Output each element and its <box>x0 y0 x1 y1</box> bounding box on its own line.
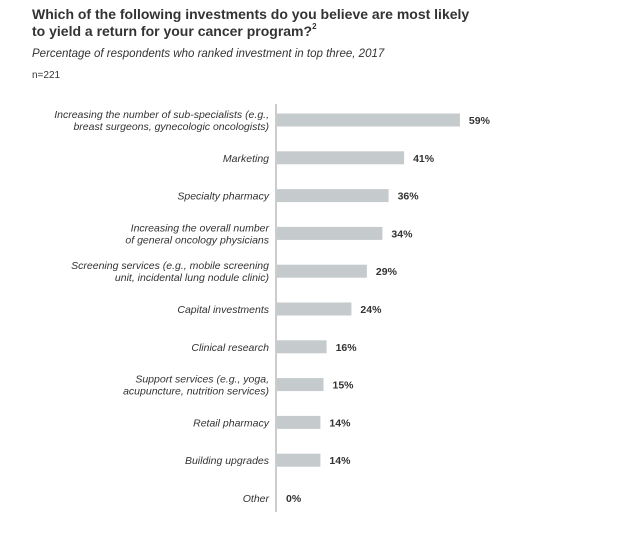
bar <box>277 415 321 429</box>
value-label: 14% <box>329 455 351 467</box>
category-label-line: breast surgeons, gynecologic oncologists… <box>73 121 269 133</box>
category-label-line: Specialty pharmacy <box>177 191 269 203</box>
sample-size: n=221 <box>32 70 61 81</box>
value-label: 0% <box>286 493 302 505</box>
bar <box>277 378 324 392</box>
category-label: Specialty pharmacy <box>177 191 269 203</box>
category-label-line: Marketing <box>223 153 269 165</box>
category-label: Support services (e.g., yoga, acupuncture… <box>123 374 269 398</box>
value-label: 16% <box>336 342 358 354</box>
value-label: 34% <box>391 228 413 240</box>
bar <box>277 453 321 467</box>
value-label: 29% <box>376 266 398 278</box>
category-label-line: Retail pharmacy <box>193 417 270 429</box>
value-label: 59% <box>469 115 491 127</box>
category-label-line: Support services (e.g., yoga, <box>135 374 269 386</box>
bars-group: 59% Increasing the number of sub-speciali… <box>54 109 490 505</box>
chart-title: Which of the following investments do yo… <box>32 6 470 39</box>
category-label-line: of general oncology physicians <box>125 234 269 246</box>
value-label: 36% <box>398 191 420 203</box>
category-label: Increasing the overall number of general … <box>125 222 269 246</box>
category-label-line: acupuncture, nutrition services) <box>123 386 269 398</box>
category-label: Other <box>243 493 270 505</box>
category-label-line: Other <box>243 493 270 505</box>
value-label: 24% <box>360 304 382 316</box>
category-label-line: Capital investments <box>177 304 269 316</box>
category-label-line: Building upgrades <box>185 455 270 467</box>
category-label-line: Increasing the number of sub-specialists… <box>54 109 269 121</box>
category-label: Capital investments <box>177 304 269 316</box>
category-label: Marketing <box>223 153 269 165</box>
value-label: 15% <box>333 380 355 392</box>
category-label-line: Screening services (e.g., mobile screeni… <box>71 260 269 272</box>
category-label: Retail pharmacy <box>193 417 270 429</box>
category-label: Screening services (e.g., mobile screeni… <box>71 260 269 284</box>
chart-subtitle: Percentage of respondents who ranked inv… <box>32 48 385 60</box>
bar <box>277 151 405 165</box>
category-label-line: Clinical research <box>191 342 269 354</box>
bar <box>277 264 367 278</box>
bar <box>277 226 383 240</box>
bar <box>277 113 460 127</box>
bar <box>277 189 389 203</box>
category-label: Clinical research <box>191 342 269 354</box>
value-label: 41% <box>413 153 435 165</box>
category-label: Building upgrades <box>185 455 270 467</box>
bar <box>277 340 327 354</box>
title-footnote: 2 <box>312 22 317 32</box>
value-label: 14% <box>329 417 351 429</box>
category-label-line: unit, incidental lung nodule clinic) <box>115 272 269 284</box>
category-label-line: Increasing the overall number <box>131 222 270 234</box>
bar <box>277 302 352 316</box>
category-label: Increasing the number of sub-specialists… <box>54 109 269 133</box>
